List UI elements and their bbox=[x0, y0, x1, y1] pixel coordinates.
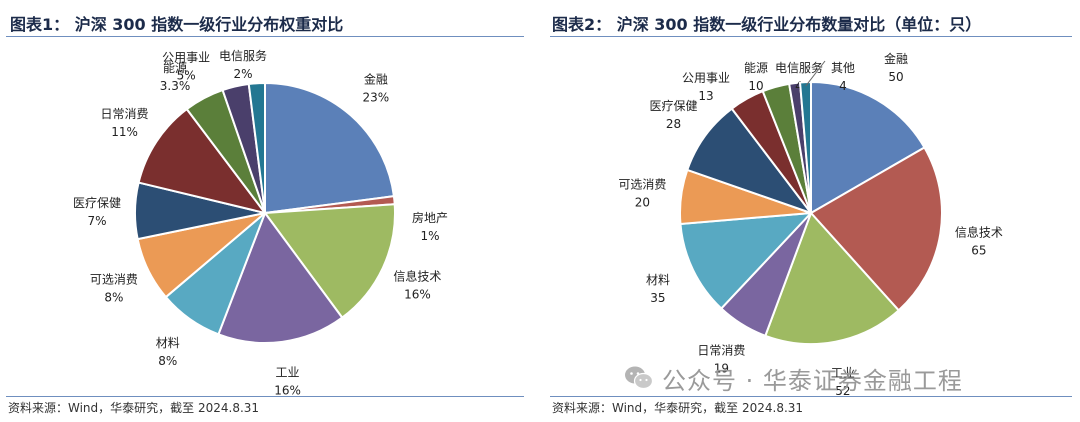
slice-name: 工业 bbox=[276, 365, 300, 379]
divider bbox=[550, 36, 1072, 37]
slice-value: 19 bbox=[714, 361, 729, 375]
watermark-text: 公众号 · 华泰证券金融工程 bbox=[662, 366, 963, 395]
chart-panel-count: 图表2： 沪深 300 指数一级行业分布数量对比（单位：只） 金融 50 信息技术 6… bbox=[540, 0, 1080, 422]
slice-label: 医疗保健 7% bbox=[73, 196, 121, 228]
pie-slice bbox=[679, 211, 814, 310]
slice-label: 其他 4 bbox=[831, 61, 855, 93]
slice-name: 信息技术 bbox=[393, 269, 441, 284]
slice-value: 5% bbox=[177, 69, 196, 83]
pie-slice bbox=[263, 203, 396, 319]
pie-slice bbox=[809, 146, 943, 312]
slice-name: 其他 bbox=[831, 61, 855, 75]
chart-title: 图表2： 沪深 300 指数一级行业分布数量对比（单位：只） bbox=[552, 15, 982, 34]
slice-name: 医疗保健 bbox=[649, 99, 697, 113]
divider bbox=[6, 36, 524, 37]
slice-name: 日常消费 bbox=[697, 343, 745, 357]
slice-label: 工业 52 bbox=[831, 366, 855, 398]
slice-value: 35 bbox=[650, 291, 665, 305]
slice-value: 8% bbox=[104, 290, 123, 304]
slice-name: 信息技术 bbox=[955, 225, 1003, 240]
slice-label: 公用事业 13 bbox=[682, 71, 730, 103]
slice-label: 工业 16% bbox=[274, 365, 301, 397]
slice-value: 4 bbox=[839, 79, 847, 93]
slice-name: 能源 bbox=[163, 61, 187, 75]
chart-title: 图表1： 沪深 300 指数一级行业分布权重对比 bbox=[10, 15, 344, 34]
slice-value: 52 bbox=[835, 384, 850, 398]
slice-name: 公用事业 bbox=[162, 51, 210, 65]
slice-value: 16% bbox=[404, 288, 431, 302]
slice-label: 医疗保健 28 bbox=[649, 99, 697, 131]
slice-label: 信息技术 16% bbox=[393, 269, 441, 302]
divider bbox=[6, 396, 524, 397]
slice-value: 50 bbox=[888, 70, 903, 84]
slice-value: 20 bbox=[635, 196, 650, 210]
slice-label: 电信服务 4 bbox=[775, 60, 823, 93]
source-note: 资料来源：Wind，华泰研究，截至 2024.8.31 bbox=[552, 401, 804, 415]
pie-chart-count: 金融50信息技术65工业52日常消费19材料35可选消费20医疗保健28公用事业… bbox=[618, 51, 1003, 398]
slice-value: 28 bbox=[666, 117, 681, 131]
slice-label: 日常消费 19 bbox=[697, 343, 745, 375]
slice-name: 可选消费 bbox=[618, 178, 666, 192]
leader-line bbox=[805, 60, 826, 87]
slice-name: 电信服务 bbox=[219, 48, 267, 63]
pie-slice bbox=[217, 210, 344, 344]
slice-value: 8% bbox=[158, 354, 177, 368]
slice-value: 1% bbox=[420, 229, 439, 243]
slice-name: 金融 bbox=[884, 51, 908, 66]
slice-value: 2% bbox=[233, 67, 252, 81]
slice-label: 材料 8% bbox=[156, 336, 180, 368]
slice-label: 电信服务 2% bbox=[219, 48, 267, 81]
slice-label: 金融 23% bbox=[362, 72, 389, 105]
slice-name: 房地产 bbox=[412, 210, 448, 225]
pie-chart-weight: 金融 23% 房地产 1% 信息技术 16% 工业 16% 材料 8% 可选消费 8% 医疗保健 7% 日常… bbox=[73, 48, 448, 397]
slice-name: 材料 bbox=[156, 336, 180, 350]
divider bbox=[550, 396, 1072, 397]
slice-name: 日常消费 bbox=[101, 107, 149, 121]
slice-value: 11% bbox=[111, 125, 138, 139]
slice-name: 能源 bbox=[744, 61, 768, 75]
slice-name: 电信服务 bbox=[775, 60, 823, 75]
slice-value: 16% bbox=[274, 383, 301, 397]
slice-label: 日常消费 11% bbox=[101, 107, 149, 139]
slice-label: 房地产 1% bbox=[412, 210, 448, 243]
slice-value: 4 bbox=[795, 79, 803, 93]
slice-value: 3.3% bbox=[160, 79, 191, 93]
slice-value: 13 bbox=[698, 89, 713, 103]
slice-label: 能源 10 bbox=[744, 61, 768, 93]
slice-name: 金融 bbox=[364, 72, 388, 87]
slice-label: 可选消费 8% bbox=[90, 272, 138, 304]
pie-slice bbox=[810, 80, 926, 215]
slice-name: 可选消费 bbox=[90, 272, 138, 286]
pie-slice bbox=[137, 107, 268, 215]
slice-label: 材料 35 bbox=[646, 273, 670, 305]
slice-label: 公用事业 5% bbox=[162, 51, 210, 83]
slice-value: 7% bbox=[88, 214, 107, 228]
pie-slice bbox=[686, 107, 814, 216]
slice-name: 公用事业 bbox=[682, 71, 730, 85]
slice-value: 10 bbox=[748, 79, 763, 93]
watermark: 公众号 · 华泰证券金融工程 bbox=[624, 358, 963, 398]
pie-slice bbox=[798, 80, 812, 214]
slice-value: 65 bbox=[971, 244, 986, 258]
pie-slice bbox=[247, 81, 266, 214]
slice-label: 信息技术 65 bbox=[955, 225, 1003, 258]
source-note: 资料来源：Wind，华泰研究，截至 2024.8.31 bbox=[8, 401, 260, 415]
slice-name: 材料 bbox=[646, 273, 670, 287]
slice-name: 医疗保健 bbox=[73, 196, 121, 210]
slice-label: 可选消费 20 bbox=[618, 178, 666, 210]
chart-panel-weight: 图表1： 沪深 300 指数一级行业分布权重对比 金融 23% 房地产 1% 信息技术 1… bbox=[6, 15, 524, 415]
slice-name: 工业 bbox=[831, 366, 855, 380]
wechat-icon bbox=[624, 365, 654, 391]
pie-slice bbox=[764, 211, 901, 345]
pie-slice bbox=[264, 81, 396, 215]
slice-label: 能源 3.3% bbox=[160, 61, 191, 93]
slice-label: 金融 50 bbox=[884, 51, 908, 84]
slice-value: 23% bbox=[362, 91, 389, 105]
